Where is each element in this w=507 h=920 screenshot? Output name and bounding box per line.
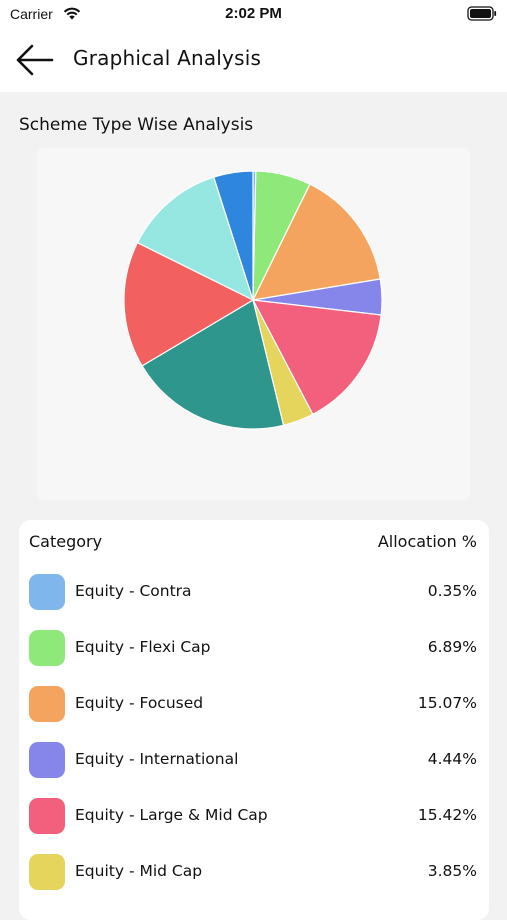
status-bar: Carrier 2:02 PM [0, 0, 507, 30]
category-label: Equity - Large & Mid Cap [75, 806, 268, 824]
battery-icon [467, 6, 497, 21]
app-header: Graphical Analysis [0, 30, 507, 92]
category-label: Equity - Contra [75, 582, 192, 600]
pie-slice-5[interactable] [251, 299, 382, 416]
color-swatch [29, 686, 65, 722]
color-swatch [29, 798, 65, 834]
pie-slice-8[interactable] [123, 241, 255, 367]
section-title: Scheme Type Wise Analysis [19, 115, 254, 135]
table-row: Equity - Mid Cap 3.85% [19, 844, 489, 900]
clock: 2:02 PM [225, 5, 282, 22]
table-row: Equity - Focused 15.07% [19, 676, 489, 732]
pie-slice-3[interactable] [251, 183, 381, 301]
category-label: Equity - International [75, 750, 239, 768]
color-swatch [29, 854, 65, 890]
allocation-value: 15.42% [417, 806, 477, 824]
pie-slice-7[interactable] [141, 299, 285, 430]
back-button[interactable] [14, 42, 54, 78]
color-swatch [29, 742, 65, 778]
color-swatch [29, 574, 65, 610]
table-row: Equity - Flexi Cap 6.89% [19, 620, 489, 676]
category-label: Equity - Mid Cap [75, 862, 203, 880]
table-row: Equity - Contra 0.35% [19, 564, 489, 620]
page-title: Graphical Analysis [73, 46, 262, 70]
allocation-value: 0.35% [427, 582, 477, 600]
allocation-value: 6.89% [427, 638, 477, 656]
color-swatch [29, 630, 65, 666]
table-row: Equity - Large & Mid Cap 15.42% [19, 788, 489, 844]
category-column-header: Category [29, 532, 103, 551]
allocation-column-header: Allocation % [377, 532, 477, 551]
category-label: Equity - Focused [75, 694, 204, 712]
allocation-value: 15.07% [417, 694, 477, 712]
carrier-label: Carrier [10, 6, 53, 22]
table-rows: Equity - Contra 0.35% Equity - Flexi Cap 6.… [19, 564, 489, 900]
arrow-left-icon [16, 44, 54, 76]
pie-slice-10[interactable] [213, 170, 254, 301]
table-row: Equity - International 4.44% [19, 732, 489, 788]
wifi-icon [63, 7, 81, 20]
allocation-value: 3.85% [427, 862, 477, 880]
category-label: Equity - Flexi Cap [75, 638, 211, 656]
pie-slice-9[interactable] [136, 176, 255, 302]
pie-chart-card [37, 148, 470, 500]
pie-chart [123, 170, 383, 430]
table-header: Category Allocation % [19, 520, 489, 564]
allocation-table: Category Allocation % Equity - Contra 0.3… [19, 520, 489, 920]
allocation-value: 4.44% [427, 750, 477, 768]
